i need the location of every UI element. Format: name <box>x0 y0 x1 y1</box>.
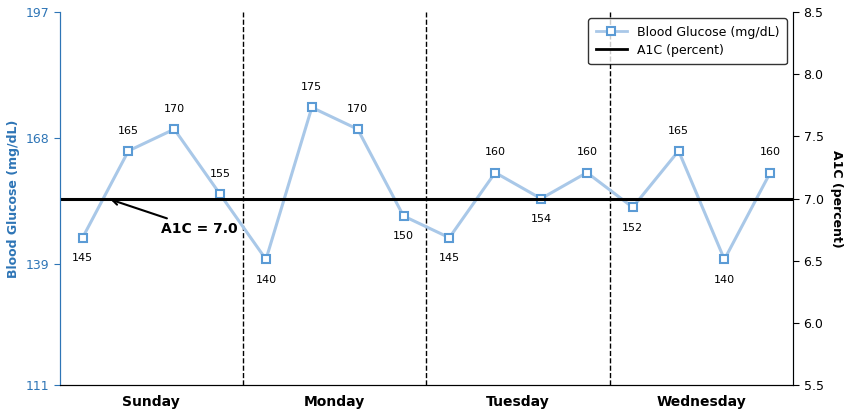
Text: 165: 165 <box>668 126 689 136</box>
Text: 155: 155 <box>210 169 230 179</box>
Text: 170: 170 <box>347 104 368 114</box>
Text: 165: 165 <box>118 126 139 136</box>
Y-axis label: A1C (percent): A1C (percent) <box>830 150 843 248</box>
Text: 175: 175 <box>301 82 322 92</box>
Y-axis label: Blood Glucose (mg/dL): Blood Glucose (mg/dL) <box>7 119 20 278</box>
Text: 170: 170 <box>164 104 184 114</box>
Text: 145: 145 <box>72 253 94 263</box>
Text: 152: 152 <box>622 223 643 233</box>
Text: 160: 160 <box>484 147 506 157</box>
Text: 140: 140 <box>255 275 276 285</box>
Text: 140: 140 <box>714 275 735 285</box>
Text: 160: 160 <box>576 147 598 157</box>
Text: 154: 154 <box>530 214 552 224</box>
Text: A1C = 7.0: A1C = 7.0 <box>113 199 237 236</box>
Text: 145: 145 <box>439 253 460 263</box>
Text: 160: 160 <box>760 147 781 157</box>
Legend: Blood Glucose (mg/dL), A1C (percent): Blood Glucose (mg/dL), A1C (percent) <box>588 18 787 64</box>
Text: 150: 150 <box>393 231 414 241</box>
